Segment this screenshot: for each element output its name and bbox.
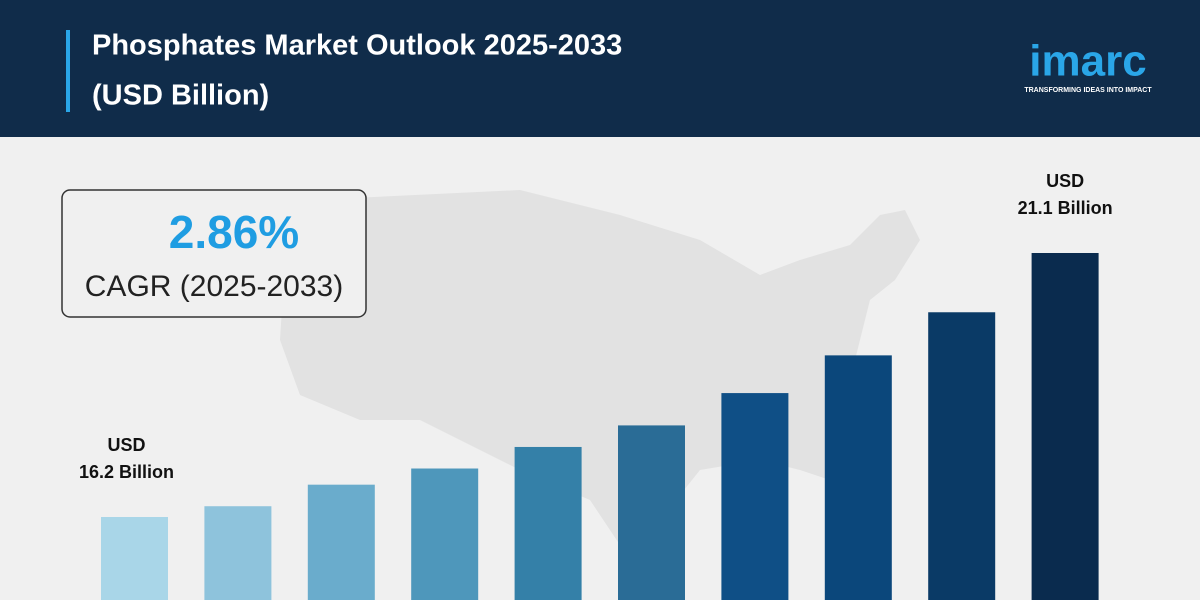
cagr-box	[61, 189, 367, 318]
header	[0, 0, 1200, 137]
value-label-prefix: USD	[1046, 171, 1084, 191]
bar	[928, 312, 996, 600]
bar	[824, 355, 892, 600]
bar	[721, 393, 789, 600]
cagr-label: CAGR (2025-2033)	[85, 270, 343, 303]
value-label-prefix: USD	[107, 435, 145, 455]
value-label: 16.2 Billion	[79, 462, 174, 482]
logo: imarc	[1029, 37, 1146, 86]
bar	[307, 484, 375, 600]
value-label: 21.1 Billion	[1018, 198, 1113, 218]
accent-bar	[66, 30, 70, 112]
cagr-value: 2.86%	[169, 206, 299, 258]
bar	[618, 425, 685, 600]
bar	[101, 517, 168, 600]
bar	[204, 506, 272, 600]
title: Phosphates Market Outlook 2025-2033	[92, 30, 622, 62]
bar	[411, 468, 479, 600]
bar	[1031, 253, 1099, 600]
bar	[514, 446, 582, 600]
bars: USD 16.2 Billion USD 21.1 Billion	[79, 171, 1113, 600]
subtitle: (USD Billion)	[92, 80, 269, 112]
logo-tagline: TRANSFORMING IDEAS INTO IMPACT	[1024, 87, 1152, 94]
